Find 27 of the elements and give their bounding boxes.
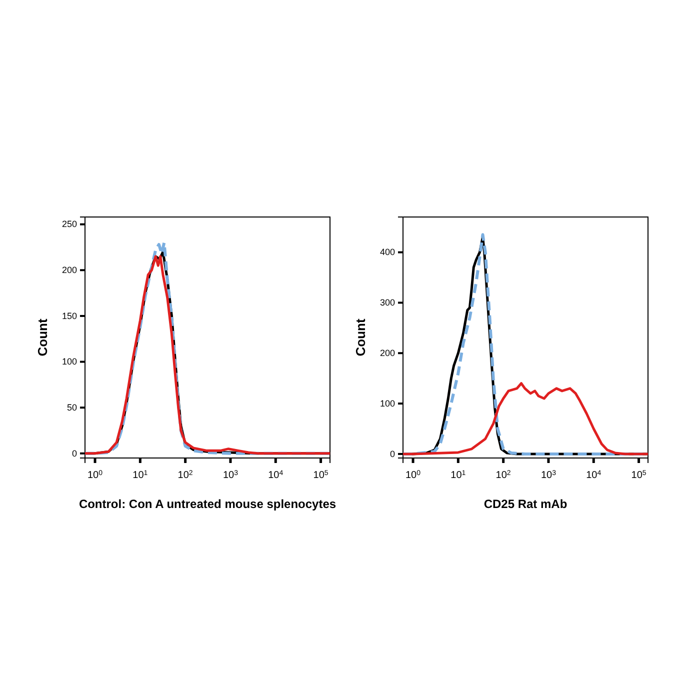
x-tick-label: 10$^{0}$ (406, 470, 421, 481)
x-tick-label: 10$^{5}$ (631, 470, 646, 481)
y-tick-label: 100 (62, 356, 77, 367)
x-tick-label: 10$^{4}$ (268, 470, 284, 481)
x-tick-label: 10$^{2}$ (178, 470, 193, 481)
y-tick-label: 250 (62, 219, 77, 230)
y-tick-label: 0 (72, 448, 77, 458)
x-tick-label: 10$^{0}$ (88, 470, 103, 481)
x-tick-label: 10$^{1}$ (132, 470, 148, 481)
x-tick-label: 10$^{1}$ (450, 470, 466, 481)
y-tick-label: 100 (380, 398, 395, 408)
y-tick-label: 200 (62, 265, 77, 276)
x-tick-label: 10$^{2}$ (496, 470, 511, 481)
x-tick-label: 10$^{4}$ (586, 470, 602, 481)
y-tick-label: 50 (66, 402, 77, 412)
y-tick-label: 150 (62, 310, 77, 321)
y-tick-label: 300 (380, 298, 395, 308)
x-tick-label: 10$^{3}$ (222, 470, 238, 481)
y-tick-label: 0 (390, 448, 395, 459)
x-axis-title: CD25 Rat mAb (484, 497, 568, 511)
y-axis-title: Count (353, 318, 368, 356)
x-axis-title: Control: Con A untreated mouse splenocytes (78, 497, 336, 511)
y-tick-label: 400 (380, 247, 395, 258)
x-tick-label: 10$^{3}$ (540, 470, 556, 481)
y-tick-label: 200 (380, 348, 395, 358)
y-axis-title: Count (35, 318, 50, 356)
x-tick-label: 10$^{5}$ (313, 470, 328, 481)
